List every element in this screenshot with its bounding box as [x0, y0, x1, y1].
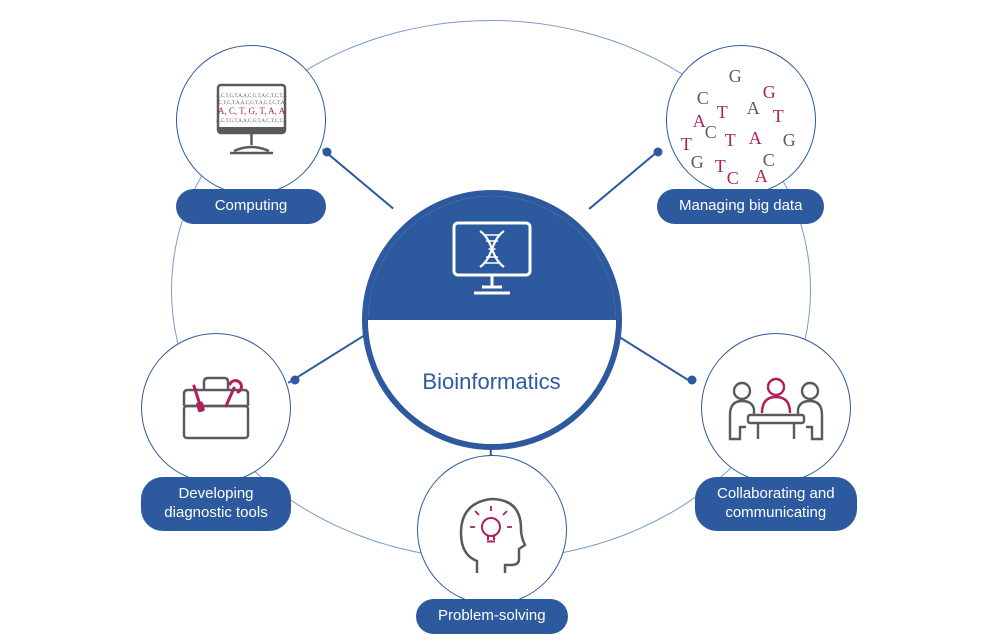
scatter-letter: T [773, 106, 784, 127]
node-label-diagnostic: Developing diagnostic tools [141, 477, 291, 531]
scatter-letter: T [725, 130, 736, 151]
monitor-dna-icon [446, 217, 538, 299]
node-diagnostic: Developing diagnostic tools [141, 333, 291, 531]
node-problem-solving: Problem-solving [416, 455, 568, 634]
node-circle-big-data: AGGCTATTCTAGGTCACA [666, 45, 816, 195]
node-computing: A,C,T,G,T,A,A,C,G,T,A,C,T,C,T,A C,T,G,T,… [176, 45, 326, 224]
scatter-letter: A [677, 166, 690, 187]
node-circle-collaborating [701, 333, 851, 483]
scatter-letter: G [729, 66, 742, 87]
scatter-letter: A [749, 128, 762, 149]
node-circle-problem-solving [417, 455, 567, 605]
node-circle-computing: A,C,T,G,T,A,A,C,G,T,A,C,T,C,T,A C,T,G,T,… [176, 45, 326, 195]
node-label-computing: Computing [176, 189, 326, 224]
spoke-dot-diagnostic [291, 376, 300, 385]
head-bulb-icon [437, 475, 547, 585]
scatter-letter: T [715, 156, 726, 177]
scatter-letter: C [727, 168, 739, 189]
letter-scatter-icon: AGGCTATTCTAGGTCACA [667, 46, 815, 194]
diagram-canvas: Bioinformatics A,C,T,G,T,A,A,C,G,T,A,C,T… [0, 0, 983, 640]
svg-text:A,C,T,G,T,A,A,C,G,T,A,C,T,C,T,: A,C,T,G,T,A,A,C,G,T,A,C,T,C,T,A [216, 119, 287, 124]
center-node: Bioinformatics [362, 190, 622, 450]
svg-text:A, C, T, G, T, A, A: A, C, T, G, T, A, A [217, 106, 285, 116]
scatter-letter: C [697, 88, 709, 109]
node-circle-diagnostic [141, 333, 291, 483]
node-big-data: AGGCTATTCTAGGTCACA Managing big data [657, 45, 824, 224]
scatter-letter: G [763, 82, 776, 103]
node-label-problem-solving: Problem-solving [416, 599, 568, 634]
scatter-letter: T [717, 102, 728, 123]
node-collaborating: Collaborating and communicating [695, 333, 857, 531]
scatter-letter: C [705, 122, 717, 143]
scatter-letter: A [755, 166, 768, 187]
node-label-collaborating: Collaborating and communicating [695, 477, 857, 531]
meeting-icon [716, 353, 836, 463]
scatter-letter: G [691, 152, 704, 173]
monitor-sequence-icon: A,C,T,G,T,A,A,C,G,T,A,C,T,C,T,A C,T,G,T,… [204, 73, 299, 168]
node-label-big-data: Managing big data [657, 189, 824, 224]
svg-text:A,C,T,G,T,A,A,C,G,T,A,C,T,C,T,: A,C,T,G,T,A,A,C,G,T,A,C,T,C,T,A [216, 94, 287, 99]
scatter-letter: A [747, 98, 760, 119]
scatter-letter: G [783, 130, 796, 151]
toolbox-icon [166, 358, 266, 458]
